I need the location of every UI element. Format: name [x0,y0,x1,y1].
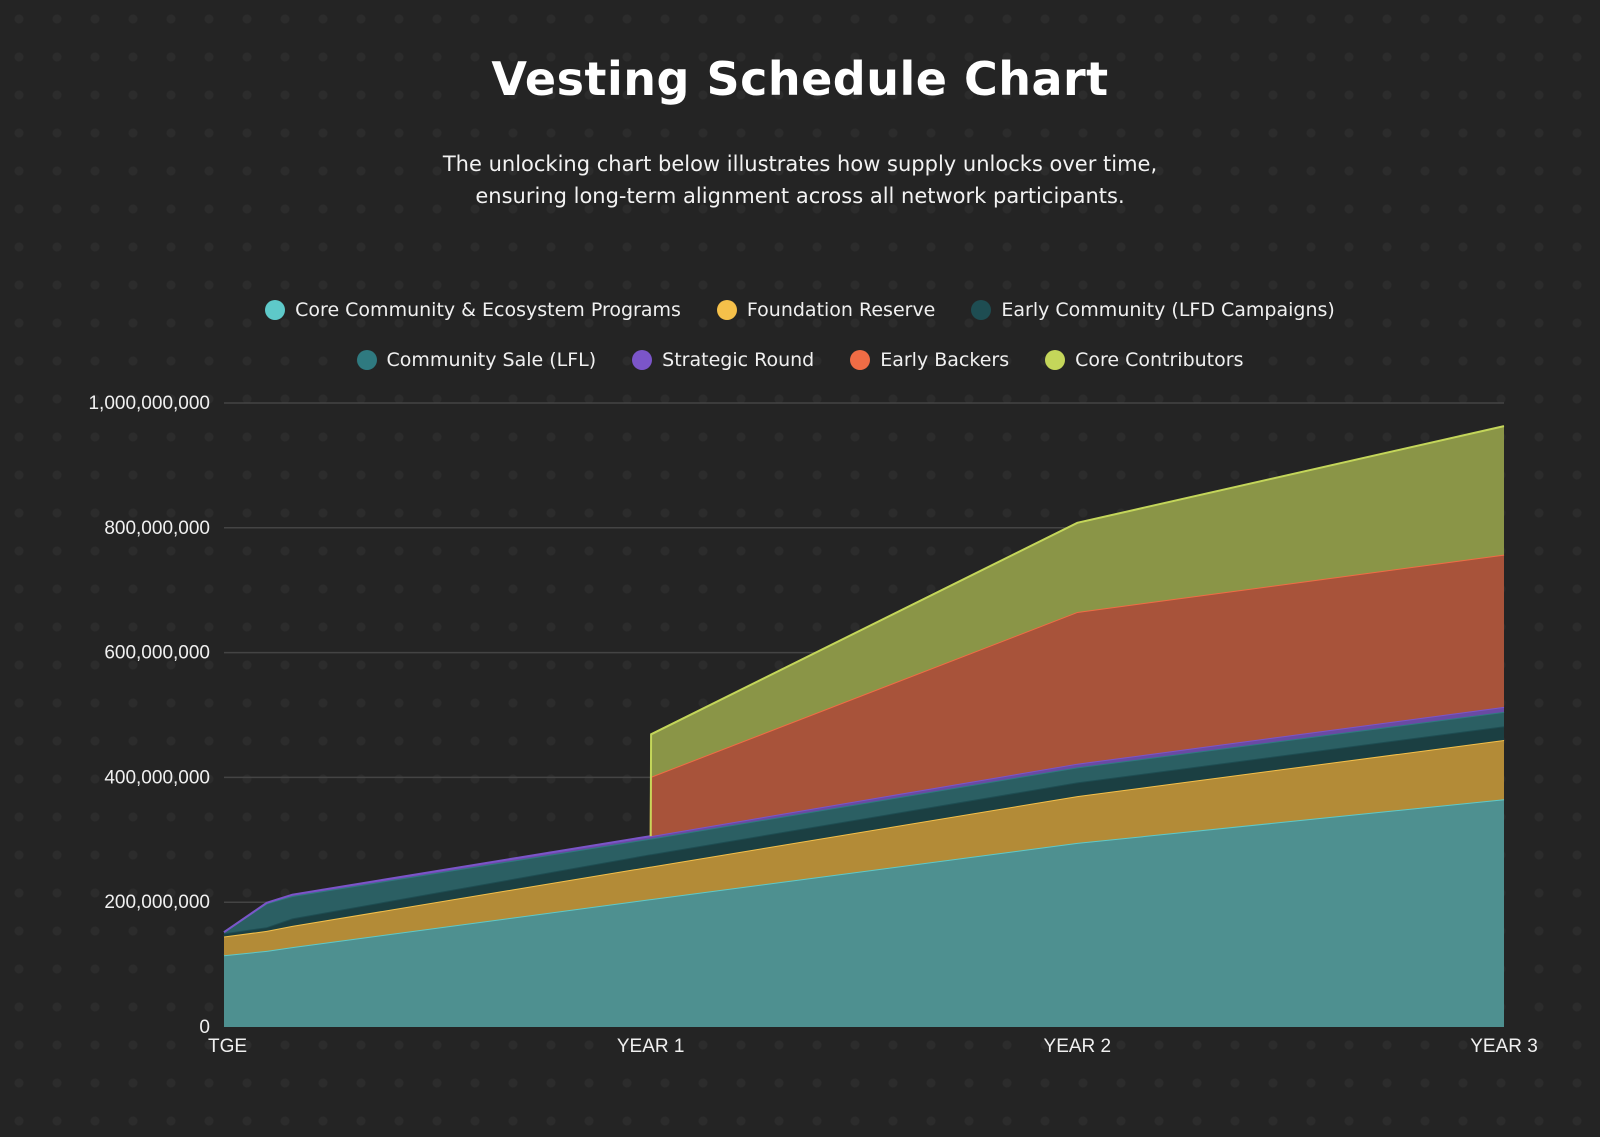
legend-item-community-sale[interactable]: Community Sale (LFL) [356,346,597,374]
chart-subtitle: The unlocking chart below illustrates ho… [0,148,1600,212]
legend-label: Strategic Round [662,349,815,371]
legend-swatch [971,300,992,320]
legend-swatch [1045,350,1066,370]
legend-swatch [265,300,286,320]
legend-row-2: Community Sale (LFL) Strategic Round Ear… [356,346,1243,374]
legend-item-core-contributors[interactable]: Core Contributors [1045,346,1243,374]
legend-item-foundation-reserve[interactable]: Foundation Reserve [716,296,936,324]
legend-label: Core Contributors [1075,349,1244,371]
x-tick-label: YEAR 3 [1470,1036,1538,1057]
legend-label: Foundation Reserve [746,299,936,321]
area-series-3 [224,711,1504,934]
legend-item-early-backers[interactable]: Early Backers [850,346,1009,374]
area-series-5 [224,554,1504,933]
y-tick-label: 0 [199,1017,210,1038]
area-series-1 [224,740,1504,956]
line-series-6 [649,425,1505,837]
legend-item-early-community[interactable]: Early Community (LFD Campaigns) [971,296,1335,324]
area-series-0 [224,799,1504,1027]
legend-swatch [716,300,737,320]
legend-label: Early Community (LFD Campaigns) [1001,299,1335,321]
x-tick-label: YEAR 2 [1044,1036,1112,1057]
legend-label: Core Community & Ecosystem Programs [295,299,681,321]
subtitle-line-1: The unlocking chart below illustrates ho… [442,152,1158,176]
chart-legend: Core Community & Ecosystem Programs Foun… [0,296,1600,374]
area-series-2 [224,726,1504,937]
subtitle-line-2: ensuring long-term alignment across all … [475,184,1125,208]
y-tick-label: 200,000,000 [104,892,210,913]
legend-swatch [850,350,871,370]
y-tick-label: 1,000,000,000 [88,393,210,414]
chart-title: Vesting Schedule Chart [491,52,1109,106]
legend-item-core-community[interactable]: Core Community & Ecosystem Programs [265,296,681,324]
x-tick-label: TGE [208,1036,247,1057]
y-tick-label: 400,000,000 [104,767,210,788]
y-tick-label: 600,000,000 [104,643,210,664]
legend-label: Early Backers [880,349,1010,371]
legend-label: Community Sale (LFL) [386,349,597,371]
legend-swatch [356,350,377,370]
y-tick-label: 800,000,000 [104,518,210,539]
area-series-6 [224,426,1504,933]
x-tick-label: YEAR 1 [617,1036,685,1057]
legend-swatch [632,350,653,370]
legend-row-1: Core Community & Ecosystem Programs Foun… [265,296,1335,324]
legend-item-strategic-round[interactable]: Strategic Round [632,346,814,374]
